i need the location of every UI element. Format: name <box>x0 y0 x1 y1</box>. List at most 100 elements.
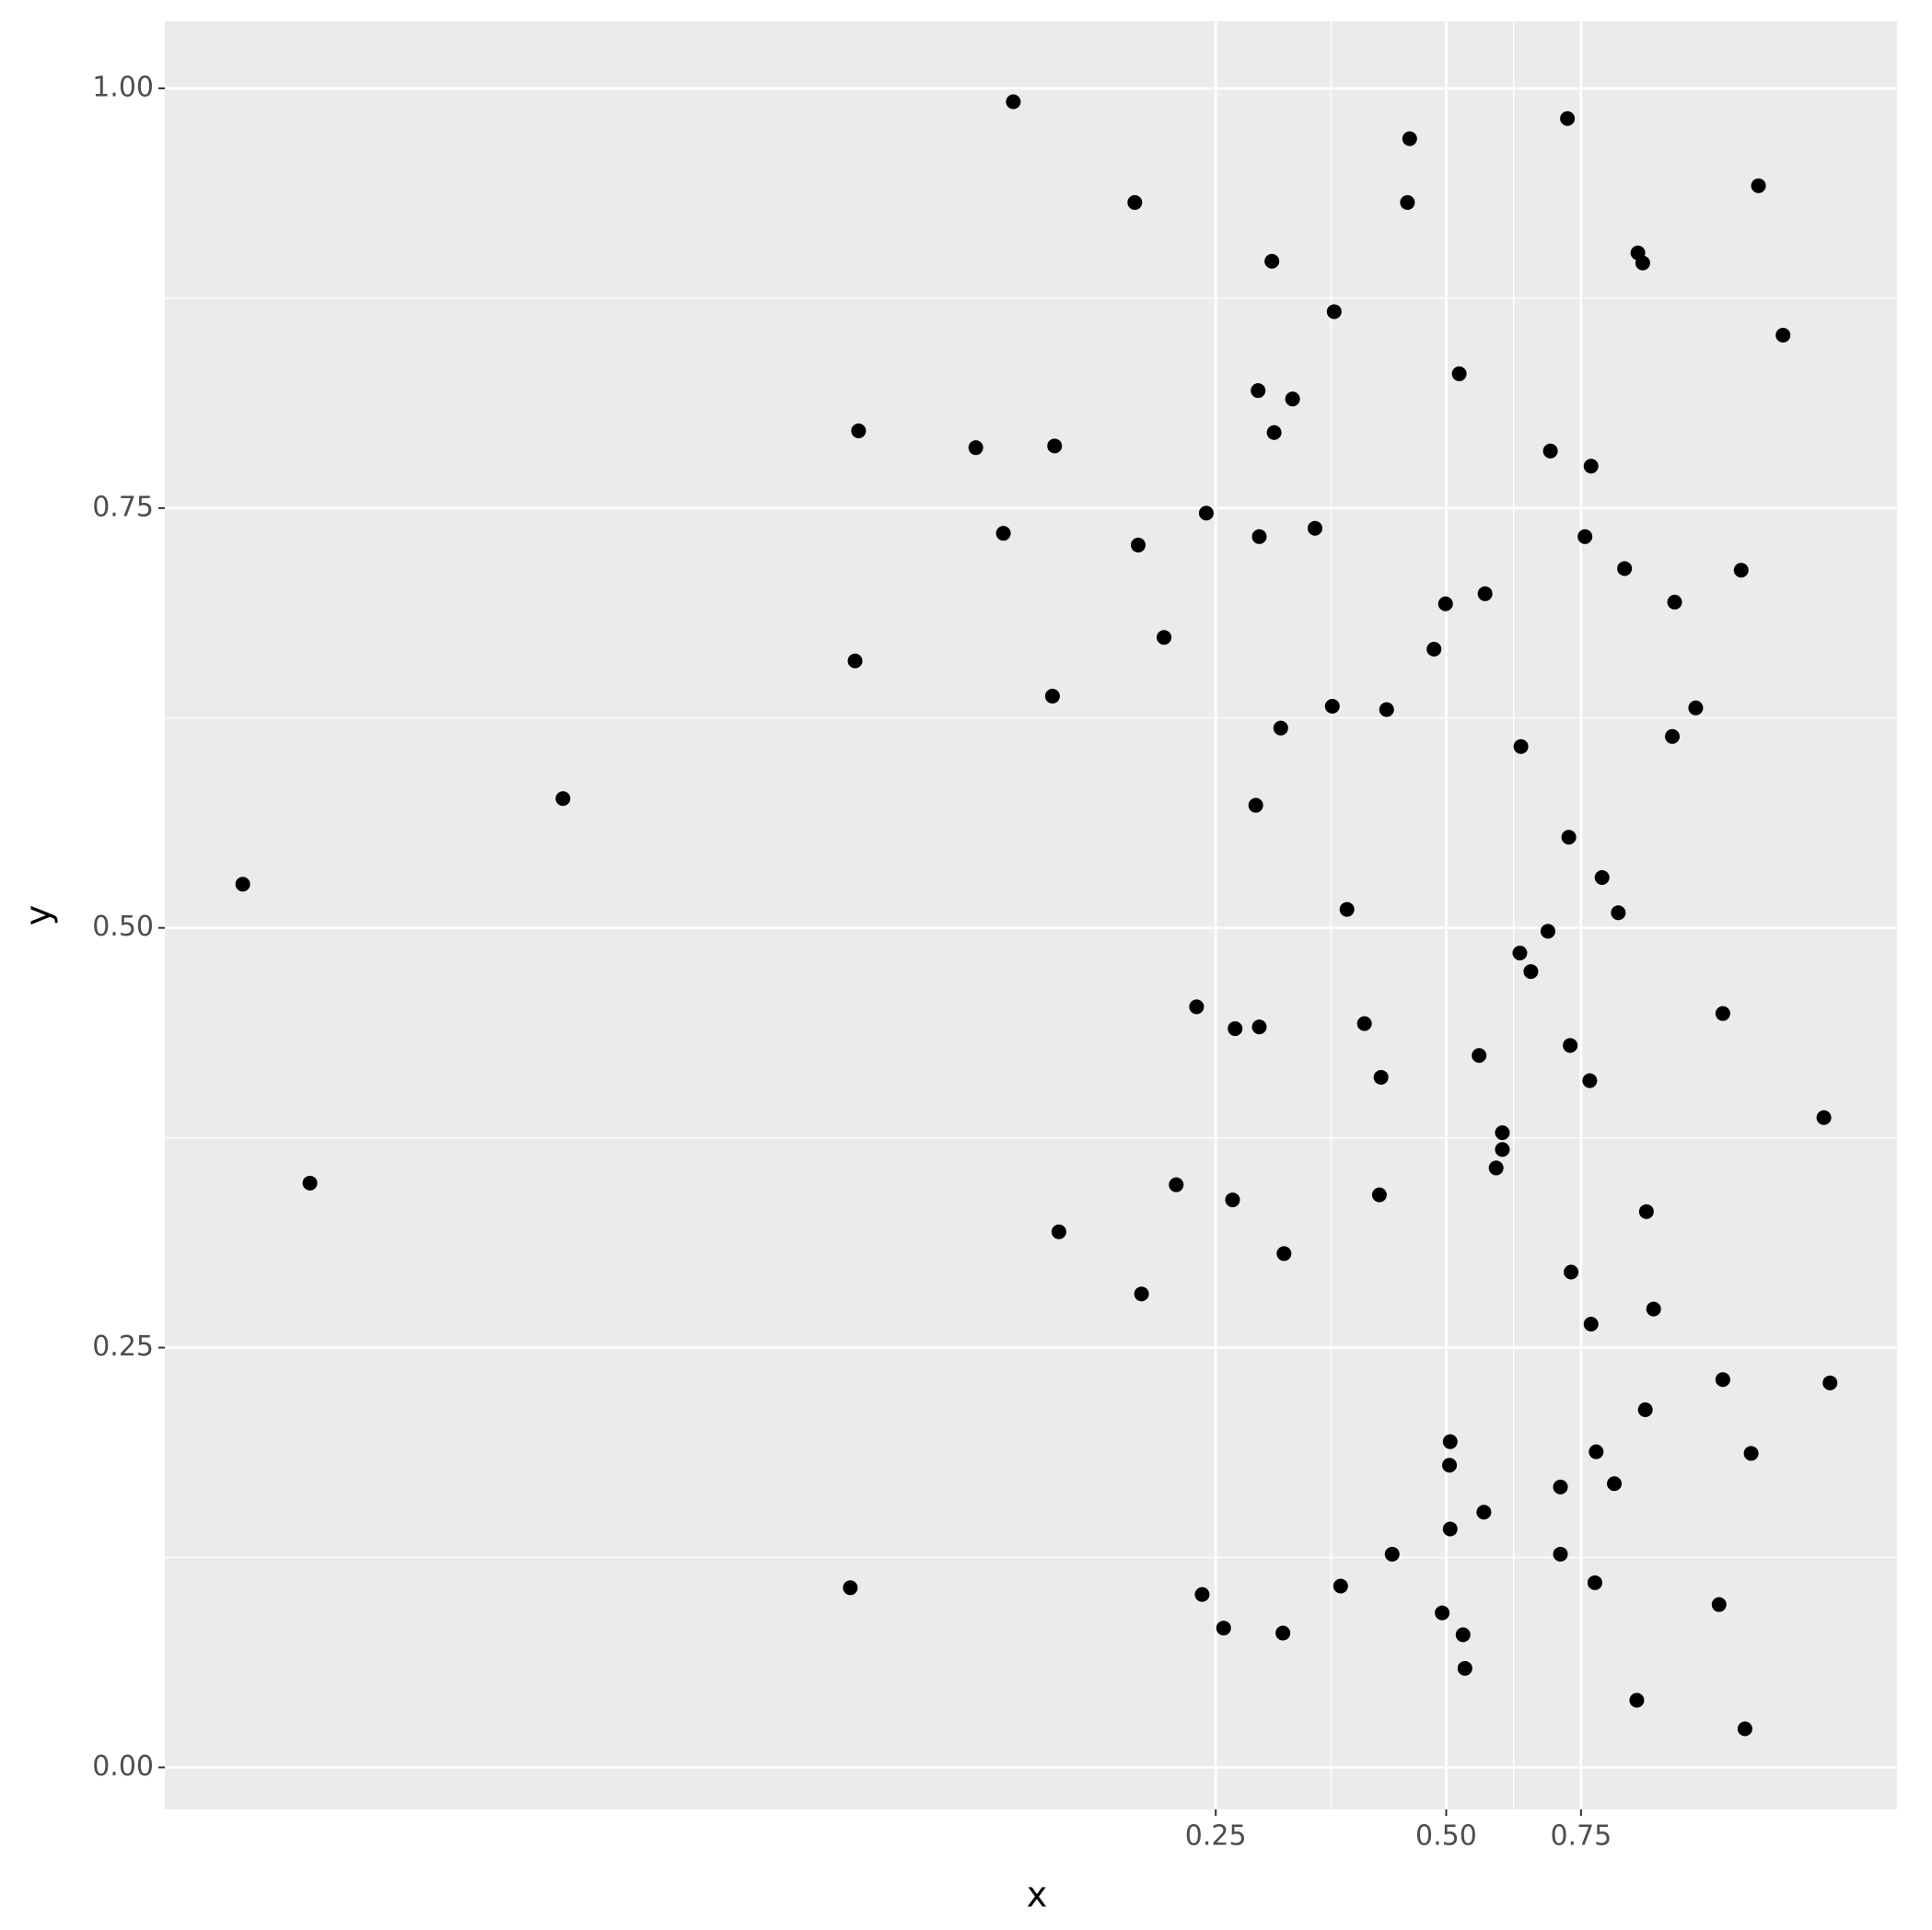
y-tick-label: 0.75 <box>92 491 154 523</box>
point <box>1047 438 1063 454</box>
point <box>1715 1006 1730 1021</box>
point <box>1134 1286 1149 1302</box>
point <box>1285 391 1300 407</box>
point <box>1333 1578 1348 1594</box>
point <box>1157 630 1172 645</box>
point <box>1273 720 1288 736</box>
point <box>1194 1587 1210 1602</box>
point <box>1266 424 1282 440</box>
point <box>1044 689 1060 704</box>
point <box>1442 1434 1458 1449</box>
point <box>1587 1575 1602 1590</box>
point <box>1477 586 1493 601</box>
point <box>1326 304 1342 320</box>
point <box>1822 1375 1838 1390</box>
point <box>1435 1605 1450 1621</box>
point <box>1711 1597 1727 1612</box>
point <box>1225 1192 1240 1208</box>
point <box>1688 700 1704 715</box>
point <box>1251 1019 1267 1035</box>
point <box>847 653 863 669</box>
point <box>1276 1246 1292 1261</box>
y-tick-label: 0.50 <box>92 911 154 943</box>
y-tick-label: 0.00 <box>92 1750 154 1783</box>
point <box>1816 1110 1832 1125</box>
point <box>1275 1625 1291 1641</box>
point <box>1561 830 1577 845</box>
point <box>1324 698 1340 714</box>
point <box>843 1580 858 1596</box>
point <box>1635 255 1650 271</box>
point <box>1589 1444 1604 1459</box>
point <box>1715 1372 1730 1388</box>
point <box>1189 999 1205 1015</box>
point <box>968 440 983 456</box>
point <box>1228 1021 1243 1037</box>
point <box>1594 869 1610 885</box>
point <box>1542 443 1558 459</box>
point <box>555 791 571 807</box>
x-tick-label: 0.75 <box>1550 1820 1612 1853</box>
point <box>302 1175 318 1191</box>
point <box>1577 529 1593 544</box>
point <box>995 526 1011 541</box>
point <box>1523 964 1539 980</box>
point <box>1437 596 1453 611</box>
point <box>1442 1521 1458 1537</box>
point <box>1457 1660 1472 1676</box>
point <box>1540 924 1555 939</box>
point <box>1617 561 1633 576</box>
point <box>1379 702 1394 717</box>
point <box>1371 1187 1387 1203</box>
point <box>1553 1479 1568 1494</box>
point <box>1384 1546 1400 1562</box>
point <box>1248 797 1263 813</box>
point <box>1667 594 1682 610</box>
point <box>1488 1160 1504 1176</box>
point <box>1455 1627 1471 1643</box>
point <box>1637 1402 1653 1418</box>
point <box>1564 1264 1579 1280</box>
point <box>1402 131 1417 146</box>
point <box>1006 94 1021 110</box>
point <box>1513 738 1529 754</box>
point <box>1476 1505 1492 1520</box>
point <box>1737 1721 1752 1737</box>
y-tick-label: 1.00 <box>92 71 154 103</box>
point <box>1426 641 1442 657</box>
point <box>1553 1546 1568 1562</box>
point <box>1611 905 1626 921</box>
point <box>1583 459 1599 474</box>
point <box>1743 1446 1759 1461</box>
point <box>851 423 867 438</box>
point <box>1629 1692 1645 1708</box>
point <box>1451 366 1467 381</box>
point <box>1339 901 1355 917</box>
point <box>1583 1317 1599 1332</box>
point <box>1198 506 1214 521</box>
point <box>1563 1038 1578 1053</box>
point <box>1308 520 1323 536</box>
point <box>1512 946 1528 961</box>
point <box>1130 537 1146 552</box>
point <box>1169 1177 1184 1192</box>
point <box>1775 327 1791 343</box>
point <box>1264 253 1280 269</box>
y-axis-title: y <box>18 905 59 926</box>
point <box>1582 1073 1598 1088</box>
point <box>1495 1142 1510 1157</box>
point <box>1251 383 1266 399</box>
point <box>1733 563 1749 578</box>
point <box>1751 178 1766 193</box>
point <box>1665 728 1681 744</box>
point <box>1051 1224 1066 1239</box>
point <box>1216 1621 1231 1636</box>
y-tick-label: 0.25 <box>92 1331 154 1363</box>
point <box>1442 1458 1458 1473</box>
point <box>1356 1016 1372 1031</box>
x-tick-label: 0.50 <box>1415 1820 1477 1853</box>
point <box>1400 194 1415 210</box>
point <box>1127 194 1143 210</box>
x-axis-title: x <box>1027 1875 1048 1915</box>
